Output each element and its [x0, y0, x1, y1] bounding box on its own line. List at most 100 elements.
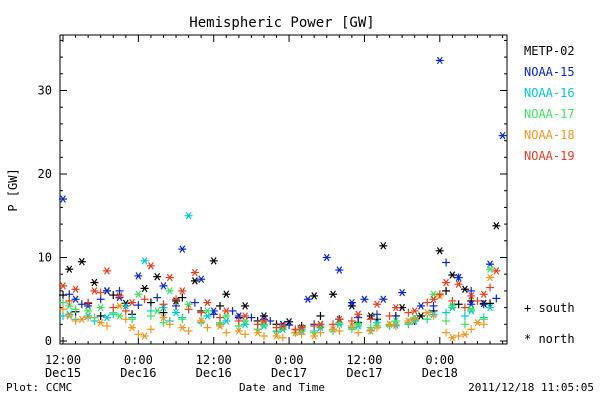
noaa-18-north-point: [473, 318, 482, 327]
metp-02-north-point: [65, 265, 74, 273]
noaa-15-south-point: [285, 321, 294, 330]
star-marker-stroke: [487, 265, 493, 273]
noaa-18-south-point: [278, 333, 287, 342]
star-marker-stroke: [104, 287, 110, 295]
noaa-15-north-point: [435, 56, 444, 65]
noaa-15-south-point: [153, 293, 162, 302]
noaa-17-south-point: [178, 315, 187, 324]
star-marker-stroke: [166, 273, 173, 282]
noaa-18-south-point: [410, 315, 419, 324]
noaa-19-north-point: [222, 307, 231, 315]
noaa-17-south-point: [423, 315, 432, 324]
star-marker-stroke: [436, 56, 443, 65]
noaa-19-north-point: [354, 310, 363, 319]
noaa-19-south-point: [121, 306, 130, 315]
star-marker-stroke: [242, 302, 249, 310]
noaa-19-north-point: [429, 295, 438, 303]
x-tick-label: 12:00: [346, 353, 382, 367]
noaa-15-north-point: [102, 287, 111, 295]
star-marker-stroke: [392, 303, 399, 312]
star-marker-stroke: [223, 307, 230, 315]
metp-02-north-point: [347, 302, 356, 310]
noaa-19-south-point: [184, 305, 193, 314]
noaa-19-north-point: [297, 323, 306, 332]
noaa-17-north-point: [96, 303, 105, 312]
noaa-19-north-point: [467, 292, 476, 300]
noaa-19-south-point: [96, 288, 105, 297]
metp-02-north-point: [209, 257, 218, 265]
noaa-15-south-point: [134, 301, 143, 310]
noaa-18-south-point: [203, 323, 212, 332]
star-marker-stroke: [493, 267, 500, 275]
noaa-19-north-point: [203, 298, 212, 307]
star-marker-stroke: [72, 295, 79, 303]
star-marker-stroke: [455, 280, 462, 288]
noaa-18-south-point: [454, 331, 463, 340]
x-tick-date-label: Dec16: [120, 366, 156, 380]
noaa-15-south-point: [96, 295, 105, 304]
star-marker-stroke: [154, 272, 161, 281]
star-marker-stroke: [261, 320, 267, 329]
legend-item-noaa-15: NOAA-15: [524, 65, 575, 79]
star-marker-stroke: [330, 325, 336, 334]
noaa-16-south-point: [460, 311, 469, 320]
noaa-17-north-point: [354, 320, 363, 329]
noaa-18-south-point: [84, 313, 93, 322]
noaa-18-south-point: [134, 330, 143, 339]
noaa-17-south-point: [71, 305, 80, 314]
metp-02-south-point: [442, 286, 451, 295]
star-marker-stroke: [468, 305, 475, 314]
noaa-18-north-point: [460, 330, 469, 339]
star-marker-stroke: [97, 303, 104, 312]
star-marker-stroke: [386, 320, 393, 329]
noaa-16-north-point: [241, 320, 250, 329]
noaa-18-south-point: [373, 323, 381, 332]
noaa-19-south-point: [65, 296, 74, 305]
star-marker-stroke: [355, 310, 362, 319]
noaa-19-north-point: [373, 300, 381, 309]
metp-02-north-point: [329, 290, 338, 298]
noaa-19-north-point: [165, 273, 174, 282]
noaa-19-south-point: [234, 316, 243, 325]
noaa-15-north-point: [454, 273, 463, 282]
noaa-15-north-point: [71, 295, 80, 303]
star-marker-stroke: [380, 295, 387, 303]
star-marker-stroke: [424, 308, 431, 317]
star-marker-stroke: [66, 312, 73, 320]
data-points: [59, 56, 507, 342]
star-marker-stroke: [411, 307, 418, 315]
star-marker-stroke: [468, 292, 475, 300]
star-marker-stroke: [129, 323, 135, 332]
star-marker-stroke: [116, 312, 123, 320]
noaa-18-south-point: [335, 326, 344, 335]
metp-02-north-point: [379, 242, 388, 250]
star-marker-stroke: [418, 302, 424, 310]
noaa-19-north-point: [259, 317, 268, 325]
noaa-19-south-point: [84, 298, 93, 307]
star-marker-stroke: [305, 295, 311, 303]
noaa-17-north-point: [84, 307, 93, 315]
noaa-15-north-point: [398, 288, 407, 297]
star-marker-stroke: [204, 307, 211, 315]
x-tick-label: 12:00: [196, 353, 232, 367]
noaa-19-north-point: [102, 267, 111, 275]
noaa-18-north-point: [216, 322, 224, 330]
star-marker-stroke: [311, 292, 318, 300]
noaa-15-north-point: [498, 131, 507, 140]
noaa-15-north-point: [322, 253, 331, 262]
noaa-19-south-point: [347, 316, 356, 325]
legend: METP-02 NOAA-15 NOAA-16 NOAA-17 NOAA-18 NOAA-…: [524, 44, 575, 346]
y-tick-label: 0: [45, 334, 52, 348]
noaa-18-north-point: [448, 333, 457, 342]
metp-02-north-point: [140, 284, 149, 293]
star-marker-stroke: [204, 298, 211, 307]
noaa-19-south-point: [329, 320, 338, 329]
noaa-17-north-point: [203, 307, 212, 315]
noaa-15-north-point: [59, 195, 67, 203]
noaa-19-south-point: [473, 296, 482, 305]
noaa-15-south-point: [77, 300, 86, 309]
star-marker-stroke: [487, 303, 493, 312]
legend-item-metp-02: METP-02: [524, 44, 575, 58]
star-marker-stroke: [374, 318, 380, 327]
noaa-15-south-point: [65, 290, 74, 299]
